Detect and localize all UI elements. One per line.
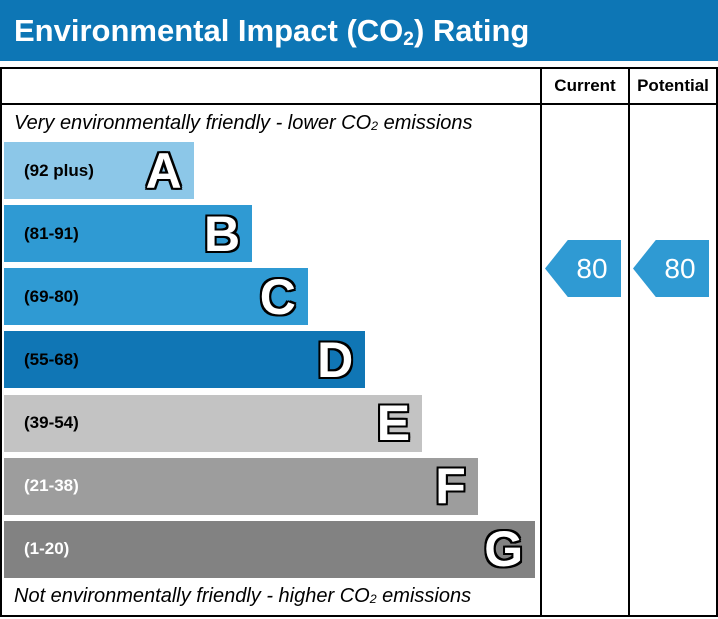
title-text-post: ) Rating bbox=[413, 12, 530, 48]
band-bar-g: (1-20) G bbox=[4, 520, 536, 578]
potential-rating-arrow: 80 bbox=[633, 240, 709, 297]
band-bar-c: (69-80) C bbox=[4, 268, 308, 326]
rating-table: Current Potential Very environmentally f… bbox=[0, 67, 718, 617]
band-bar-e: (39-54) E bbox=[4, 394, 423, 452]
bottom-note: Not environmentally friendly - higher CO… bbox=[2, 578, 540, 615]
band-row-e: (39-54) E bbox=[4, 394, 540, 452]
bottom-note-post: emissions bbox=[376, 585, 472, 607]
band-range-label: (1-20) bbox=[24, 539, 70, 559]
band-row-a: (92 plus) A bbox=[4, 142, 540, 199]
chart-title-bar: Environmental Impact (CO2) Rating bbox=[0, 0, 718, 61]
table-body: Very environmentally friendly - lower CO… bbox=[2, 105, 716, 615]
header-cell-current: Current bbox=[540, 69, 628, 103]
top-note: Very environmentally friendly - lower CO… bbox=[2, 105, 540, 142]
band-row-d: (55-68) D bbox=[4, 331, 540, 389]
title-subscript: 2 bbox=[403, 28, 414, 50]
band-row-c: (69-80) C bbox=[4, 268, 540, 326]
band-letter: G bbox=[484, 521, 524, 578]
band-letter: E bbox=[376, 395, 411, 452]
band-bar-d: (55-68) D bbox=[4, 331, 366, 389]
band-range-label: (21-38) bbox=[24, 476, 79, 496]
band-range-label: (69-80) bbox=[24, 286, 79, 306]
table-header-row: Current Potential bbox=[2, 69, 716, 105]
band-bar-b: (81-91) B bbox=[4, 205, 253, 263]
band-letter: A bbox=[145, 142, 182, 199]
header-cell-potential: Potential bbox=[628, 69, 716, 103]
band-bar-f: (21-38) F bbox=[4, 457, 478, 515]
page-title: Environmental Impact (CO2) Rating bbox=[14, 12, 530, 50]
current-rating-value: 80 bbox=[576, 252, 608, 284]
band-range-label: (92 plus) bbox=[24, 160, 94, 180]
band-range-label: (39-54) bbox=[24, 413, 79, 433]
header-cell-empty bbox=[2, 69, 540, 103]
bottom-note-subscript: 2 bbox=[369, 592, 377, 607]
bottom-note-pre: Not environmentally friendly - higher CO bbox=[14, 585, 370, 607]
band-letter: B bbox=[204, 205, 241, 262]
current-rating-arrow: 80 bbox=[545, 240, 621, 297]
potential-column: 80 bbox=[628, 105, 716, 615]
current-column: 80 bbox=[540, 105, 628, 615]
band-row-g: (1-20) G bbox=[4, 520, 540, 578]
band-range-label: (55-68) bbox=[24, 349, 79, 369]
title-text-pre: Environmental Impact (CO bbox=[14, 12, 404, 48]
band-letter: F bbox=[435, 458, 466, 515]
band-letter: D bbox=[317, 331, 354, 388]
band-bar-a: (92 plus) A bbox=[4, 142, 194, 199]
top-note-subscript: 2 bbox=[371, 119, 379, 134]
bands-column: Very environmentally friendly - lower CO… bbox=[2, 105, 540, 615]
band-row-f: (21-38) F bbox=[4, 457, 540, 515]
band-row-b: (81-91) B bbox=[4, 205, 540, 263]
band-letter: C bbox=[259, 268, 296, 325]
rating-bands: (92 plus) A (81-91) B (69-80) C (55-68) D (39-54… bbox=[2, 142, 540, 578]
top-note-post: emissions bbox=[378, 112, 473, 134]
band-range-label: (81-91) bbox=[24, 223, 79, 243]
top-note-pre: Very environmentally friendly - lower CO bbox=[14, 112, 372, 134]
potential-rating-value: 80 bbox=[664, 252, 696, 284]
